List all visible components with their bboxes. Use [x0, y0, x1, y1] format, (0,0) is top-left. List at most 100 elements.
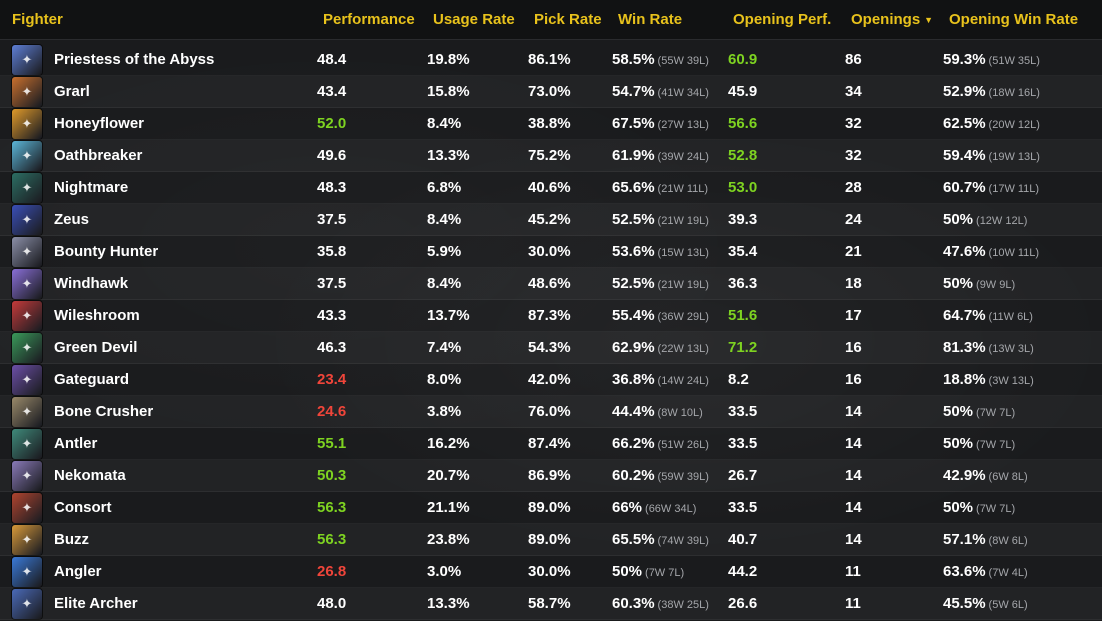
opening-win-rate-cell: 59.4% (19W 13L) — [943, 140, 1040, 172]
fighter-name[interactable]: Green Devil — [54, 339, 138, 356]
opening-win-rate-value: 59.4% — [943, 147, 986, 164]
header-pick-rate[interactable]: Pick Rate — [534, 11, 602, 28]
table-row[interactable]: ✦ Honeyflower 52.0 8.4% 38.8% 67.5% (27W … — [0, 108, 1102, 140]
fighter-avatar[interactable]: ✦ — [12, 397, 42, 427]
header-openings[interactable]: Openings ▼ — [851, 11, 934, 28]
fighter-name[interactable]: Bone Crusher — [54, 403, 154, 420]
fighter-avatar[interactable]: ✦ — [12, 237, 42, 267]
fighter-name[interactable]: Priestess of the Abyss — [54, 51, 215, 68]
pick-rate-value: 87.3% — [528, 307, 571, 324]
win-rate-cell: 66% (66W 34L) — [612, 492, 696, 524]
fighter-avatar[interactable]: ✦ — [12, 525, 42, 555]
fighter-avatar[interactable]: ✦ — [12, 333, 42, 363]
fighter-name[interactable]: Bounty Hunter — [54, 243, 159, 260]
table-row[interactable]: ✦ Green Devil 46.3 7.4% 54.3% 62.9% (22W … — [0, 332, 1102, 364]
header-opening-perf[interactable]: Opening Perf. — [733, 11, 832, 28]
table-row[interactable]: ✦ Elite Archer 48.0 13.3% 58.7% 60.3% (38… — [0, 588, 1102, 620]
openings-value: 21 — [845, 243, 862, 260]
performance-value: 23.4 — [317, 371, 347, 388]
grarl-icon: ✦ — [21, 84, 33, 99]
opening-win-loss-record: (13W 3L) — [988, 343, 1034, 355]
table-row[interactable]: ✦ Consort 56.3 21.1% 89.0% 66% (66W 34L) … — [0, 492, 1102, 524]
fighter-avatar[interactable]: ✦ — [12, 173, 42, 203]
nekomata-icon: ✦ — [21, 468, 33, 483]
table-row[interactable]: ✦ Bone Crusher 24.6 3.8% 76.0% 44.4% (8W … — [0, 396, 1102, 428]
table-row[interactable]: ✦ Nightmare 48.3 6.8% 40.6% 65.6% (21W 11… — [0, 172, 1102, 204]
windhawk-icon: ✦ — [21, 276, 33, 291]
fighter-name[interactable]: Angler — [54, 563, 102, 580]
table-row[interactable]: ✦ Buzz 56.3 23.8% 89.0% 65.5% (74W 39L) 4… — [0, 524, 1102, 556]
table-row[interactable]: ✦ Zeus 37.5 8.4% 45.2% 52.5% (21W 19L) 39… — [0, 204, 1102, 236]
header-performance[interactable]: Performance — [323, 11, 415, 28]
fighter-name[interactable]: Nekomata — [54, 467, 126, 484]
fighter-avatar[interactable]: ✦ — [12, 141, 42, 171]
opening-perf-value: 44.2 — [728, 563, 758, 580]
table-row[interactable]: ✦ Antler 55.1 16.2% 87.4% 66.2% (51W 26L)… — [0, 428, 1102, 460]
opening-win-rate-value: 50% — [943, 435, 974, 452]
performance-value: 43.4 — [317, 83, 347, 100]
win-rate-cell: 52.5% (21W 19L) — [612, 204, 709, 236]
wileshroom-icon: ✦ — [21, 308, 33, 323]
performance-value: 50.3 — [317, 467, 347, 484]
opening-win-loss-record: (18W 16L) — [988, 87, 1040, 99]
fighter-name[interactable]: Grarl — [54, 83, 90, 100]
opening-win-loss-record: (7W 7L) — [976, 407, 1016, 419]
opening-perf-value: 26.7 — [728, 467, 758, 484]
win-rate-value: 52.5% — [612, 275, 655, 292]
fighter-avatar[interactable]: ✦ — [12, 45, 42, 75]
win-loss-record: (39W 24L) — [657, 151, 709, 163]
win-loss-record: (66W 34L) — [645, 503, 697, 515]
table-row[interactable]: ✦ Wileshroom 43.3 13.7% 87.3% 55.4% (36W … — [0, 300, 1102, 332]
fighter-avatar[interactable]: ✦ — [12, 557, 42, 587]
openings-value: 14 — [845, 531, 862, 548]
header-win-rate[interactable]: Win Rate — [618, 11, 683, 28]
opening-perf-value: 39.3 — [728, 211, 758, 228]
performance-value: 46.3 — [317, 339, 347, 356]
fighter-name[interactable]: Zeus — [54, 211, 90, 228]
fighter-name[interactable]: Elite Archer — [54, 595, 138, 612]
table-row[interactable]: ✦ Gateguard 23.4 8.0% 42.0% 36.8% (14W 24… — [0, 364, 1102, 396]
win-rate-value: 54.7% — [612, 83, 655, 100]
fighter-name[interactable]: Buzz — [54, 531, 89, 548]
fighter-name[interactable]: Gateguard — [54, 371, 130, 388]
table-row[interactable]: ✦ Oathbreaker 49.6 13.3% 75.2% 61.9% (39W… — [0, 140, 1102, 172]
usage-rate-value: 8.0% — [427, 371, 462, 388]
buzz-icon: ✦ — [21, 532, 33, 547]
win-rate-value: 66% — [612, 499, 643, 516]
table-row[interactable]: ✦ Nekomata 50.3 20.7% 86.9% 60.2% (59W 39… — [0, 460, 1102, 492]
header-usage-rate[interactable]: Usage Rate — [433, 11, 515, 28]
win-loss-record: (59W 39L) — [657, 471, 709, 483]
header-opening-win-rate[interactable]: Opening Win Rate — [949, 11, 1079, 28]
usage-rate-value: 16.2% — [427, 435, 470, 452]
fighter-avatar[interactable]: ✦ — [12, 461, 42, 491]
opening-perf-value: 45.9 — [728, 83, 758, 100]
fighter-avatar[interactable]: ✦ — [12, 301, 42, 331]
usage-rate-value: 8.4% — [427, 211, 462, 228]
openings-value: 28 — [845, 179, 862, 196]
fighter-avatar[interactable]: ✦ — [12, 429, 42, 459]
usage-rate-value: 23.8% — [427, 531, 470, 548]
fighter-avatar[interactable]: ✦ — [12, 77, 42, 107]
fighter-name[interactable]: Honeyflower — [54, 115, 145, 132]
table-row[interactable]: ✦ Windhawk 37.5 8.4% 48.6% 52.5% (21W 19L… — [0, 268, 1102, 300]
table-row[interactable]: ✦ Priestess of the Abyss 48.4 19.8% 86.1… — [0, 44, 1102, 76]
table-row[interactable]: ✦ Grarl 43.4 15.8% 73.0% 54.7% (41W 34L) … — [0, 76, 1102, 108]
fighter-avatar[interactable]: ✦ — [12, 269, 42, 299]
table-row[interactable]: ✦ Bounty Hunter 35.8 5.9% 30.0% 53.6% (15… — [0, 236, 1102, 268]
fighter-name[interactable]: Consort — [54, 499, 112, 516]
header-fighter[interactable]: Fighter — [12, 11, 63, 28]
fighter-name[interactable]: Oathbreaker — [54, 147, 143, 164]
fighter-avatar[interactable]: ✦ — [12, 109, 42, 139]
fighter-name[interactable]: Windhawk — [54, 275, 129, 292]
table-row[interactable]: ✦ Angler 26.8 3.0% 30.0% 50% (7W 7L) 44.2… — [0, 556, 1102, 588]
opening-win-rate-value: 60.7% — [943, 179, 986, 196]
opening-win-rate-value: 18.8% — [943, 371, 986, 388]
fighter-avatar[interactable]: ✦ — [12, 493, 42, 523]
fighter-name[interactable]: Nightmare — [54, 179, 129, 196]
fighter-name[interactable]: Antler — [54, 435, 98, 452]
fighter-avatar[interactable]: ✦ — [12, 205, 42, 235]
fighter-avatar[interactable]: ✦ — [12, 589, 42, 619]
fighter-avatar[interactable]: ✦ — [12, 365, 42, 395]
win-rate-value: 60.3% — [612, 595, 655, 612]
fighter-name[interactable]: Wileshroom — [54, 307, 140, 324]
